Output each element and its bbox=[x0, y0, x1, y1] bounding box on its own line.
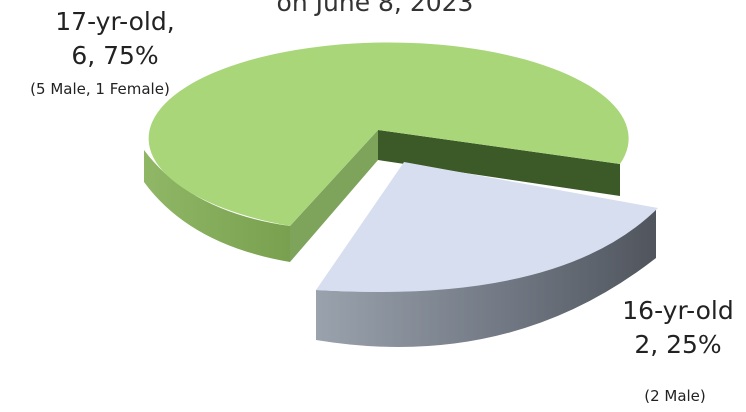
slice-17-front-cut bbox=[290, 130, 378, 262]
slice-17-side-wall bbox=[144, 150, 290, 262]
slice-16-yr-old bbox=[316, 162, 658, 348]
slice-16-side-wall bbox=[316, 208, 656, 348]
label-16-line2: 2, 25% bbox=[634, 330, 722, 359]
chart-title: on June 8, 2023 bbox=[276, 0, 474, 17]
label-16-detail: (2 Male) bbox=[644, 387, 706, 405]
label-17-line2: 6, 75% bbox=[71, 41, 159, 70]
label-17-line1: 17-yr-old, bbox=[55, 7, 175, 36]
slice-16-top bbox=[316, 162, 658, 293]
slice-17-yr-old bbox=[144, 42, 629, 262]
slice-17-cut-face bbox=[378, 130, 620, 196]
label-17-detail: (5 Male, 1 Female) bbox=[30, 80, 170, 98]
label-16-line1: 16-yr-old bbox=[622, 296, 734, 325]
slice-17-top bbox=[148, 42, 629, 226]
